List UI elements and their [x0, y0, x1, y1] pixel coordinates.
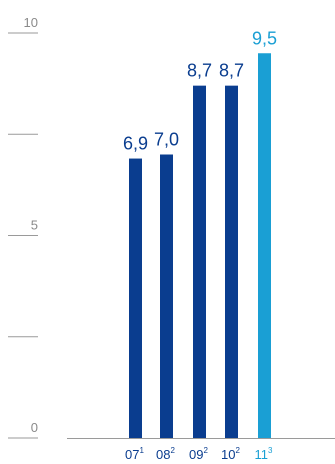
bar — [129, 158, 142, 439]
value-label: 6,9 — [123, 134, 148, 154]
bar — [193, 85, 206, 439]
y-tick-label: 0 — [31, 420, 38, 435]
bars — [129, 53, 271, 439]
value-labels: 6,9 7,0 8,7 8,7 9,5 — [123, 28, 277, 153]
bar — [258, 53, 271, 438]
x-axis: 071 082 092 102 113 — [67, 438, 335, 462]
x-tick-label: 102 — [221, 446, 240, 462]
bar — [225, 85, 238, 439]
y-tick-label: 10 — [24, 15, 38, 30]
x-tick-label: 092 — [189, 446, 208, 462]
bar — [160, 154, 173, 438]
x-tick-label: 113 — [255, 446, 274, 462]
value-label: 7,0 — [154, 130, 179, 150]
value-label: 9,5 — [252, 28, 277, 48]
value-label: 8,7 — [187, 61, 212, 81]
y-tick-label: 5 — [31, 218, 38, 233]
x-tick-label: 082 — [156, 446, 175, 462]
y-axis: 0 5 10 — [8, 15, 38, 439]
x-tick-label: 071 — [125, 446, 144, 462]
value-label: 8,7 — [219, 61, 244, 81]
